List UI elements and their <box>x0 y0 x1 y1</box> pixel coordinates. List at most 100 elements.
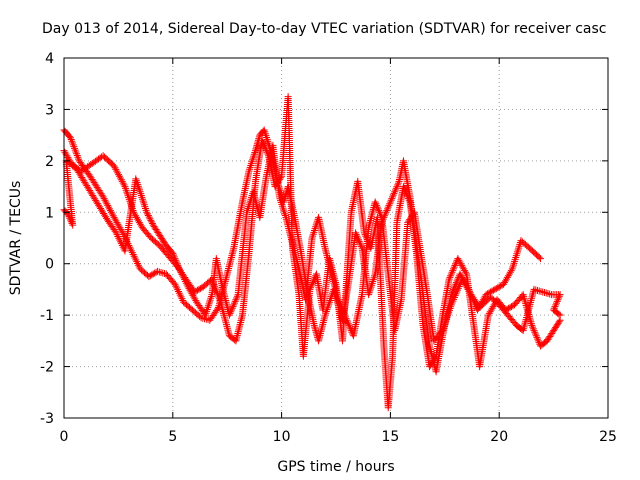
data-point-marker <box>376 208 384 216</box>
data-point-marker <box>123 188 131 196</box>
data-point-marker <box>232 296 240 304</box>
data-point-marker <box>394 181 402 189</box>
data-point-marker <box>68 160 76 168</box>
data-point-marker <box>533 333 541 341</box>
data-point-marker <box>169 249 177 257</box>
data-point-marker <box>233 294 241 302</box>
x-tick-label: 25 <box>599 429 617 445</box>
data-point-marker <box>383 207 391 215</box>
data-point-marker <box>146 272 154 280</box>
data-point-marker <box>116 174 124 182</box>
data-point-marker <box>134 261 142 269</box>
data-point-marker <box>136 188 144 196</box>
data-point-marker <box>116 236 124 244</box>
data-point-marker <box>374 205 382 213</box>
data-point-marker <box>508 303 516 311</box>
data-point-marker <box>130 252 138 260</box>
data-point-marker <box>555 318 563 326</box>
data-point-marker <box>553 297 561 305</box>
data-point-marker <box>128 249 136 257</box>
data-point-marker <box>555 292 563 300</box>
data-point-marker <box>143 208 151 216</box>
data-point-marker <box>148 271 156 279</box>
data-point-marker <box>114 232 122 240</box>
data-point-marker <box>537 255 545 263</box>
data-points <box>60 93 564 412</box>
data-point-marker <box>344 320 352 328</box>
data-point-marker <box>103 200 111 208</box>
data-point-marker <box>110 162 118 170</box>
data-point-marker <box>357 241 365 249</box>
data-point-marker <box>513 248 521 256</box>
data-point-marker <box>513 250 521 258</box>
data-point-marker <box>73 152 81 160</box>
data-point-marker <box>280 206 288 214</box>
data-point-marker <box>450 263 458 271</box>
y-tick-label: 4 <box>45 51 54 67</box>
data-point-marker <box>390 189 398 197</box>
data-point-marker <box>446 273 454 281</box>
data-point-marker <box>69 139 77 147</box>
data-point-marker <box>246 163 254 171</box>
data-point-marker <box>193 286 201 294</box>
data-point-marker <box>229 303 237 311</box>
data-point-marker <box>197 314 205 322</box>
data-point-marker <box>104 201 112 209</box>
data-point-marker <box>488 287 496 295</box>
data-point-marker <box>342 315 350 323</box>
data-point-marker <box>202 315 210 323</box>
data-point-marker <box>115 171 123 179</box>
data-point-marker <box>534 337 542 345</box>
data-point-marker <box>75 155 83 163</box>
data-point-marker <box>376 210 384 218</box>
data-point-marker <box>72 148 80 156</box>
data-point-marker <box>451 261 459 269</box>
data-point-marker <box>179 272 187 280</box>
data-point-marker <box>340 309 348 317</box>
data-point-marker <box>386 198 394 206</box>
data-point-marker <box>230 301 238 309</box>
data-point-marker <box>309 230 317 238</box>
data-point-marker <box>69 141 77 149</box>
data-point-marker <box>112 229 120 237</box>
data-point-marker <box>172 258 180 266</box>
data-point-marker <box>431 354 439 362</box>
data-point-marker <box>174 261 182 269</box>
data-point-marker <box>118 177 126 185</box>
data-point-marker <box>213 288 221 296</box>
data-point-marker <box>445 275 453 283</box>
data-point-marker <box>134 259 142 267</box>
data-point-marker <box>387 196 395 204</box>
data-point-marker <box>71 146 79 154</box>
data-point-marker <box>196 285 204 293</box>
data-point-marker <box>447 270 455 278</box>
data-point-marker <box>102 198 110 206</box>
data-point-marker <box>521 298 529 306</box>
data-point-marker <box>388 195 396 203</box>
data-point-marker <box>214 291 222 299</box>
data-point-marker <box>67 159 75 167</box>
data-point-marker <box>172 256 180 264</box>
data-point-marker <box>227 308 235 316</box>
data-point-marker <box>360 229 368 237</box>
data-point-marker <box>386 200 394 208</box>
data-point-marker <box>540 289 548 297</box>
data-point-marker <box>148 218 156 226</box>
data-point-marker <box>154 267 162 275</box>
data-point-marker <box>173 260 181 268</box>
data-point-marker <box>132 256 140 264</box>
data-point-marker <box>196 312 204 320</box>
data-point-marker <box>74 153 82 161</box>
data-point-marker <box>338 304 346 312</box>
data-point-marker <box>262 145 270 153</box>
data-point-marker <box>248 158 256 166</box>
data-point-marker <box>281 210 289 218</box>
data-point-marker <box>354 236 362 244</box>
data-point-marker <box>67 134 75 142</box>
data-point-marker <box>383 205 391 213</box>
data-point-marker <box>512 254 520 262</box>
data-point-marker <box>519 291 527 299</box>
data-point-marker <box>373 201 381 209</box>
data-point-marker <box>175 265 183 273</box>
data-point-marker <box>225 311 233 319</box>
